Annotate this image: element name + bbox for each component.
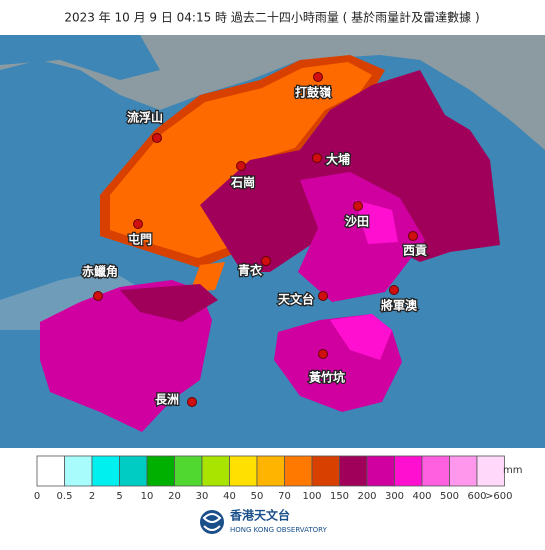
legend-label: 400 [412,491,431,502]
legend-swatch [311,455,340,487]
place-marker [133,219,143,229]
place-marker [389,285,399,295]
place-marker [261,256,271,266]
place-marker [353,201,363,211]
legend-swatch [339,455,368,487]
place-marker [236,161,246,171]
place-label: 天文台 [278,292,314,307]
map [0,35,545,448]
title: 2023 年 10 月 9 日 04:15 時 過去二十四小時雨量 ( 基於雨量… [64,10,479,25]
legend-swatch [91,455,120,487]
legend-label: 5 [116,491,122,502]
place-marker [152,133,162,143]
place-label: 赤鱲角 [82,264,118,279]
legend-swatch [229,455,258,487]
legend-label: 500 [440,491,459,502]
place-marker [187,397,197,407]
place-marker [93,291,103,301]
place-label: 大埔 [326,152,350,167]
place-label: 西貢 [403,244,427,258]
legend-label: 70 [278,491,291,502]
legend-label: 30 [196,491,209,502]
place-marker [312,153,322,163]
place-label: 石崗 [230,175,255,190]
legend-swatch [256,455,285,487]
legend-label: 0 [34,491,40,502]
logo-name: 香港天文台 [229,508,290,523]
place-label: 沙田 [345,215,369,229]
legend-label: 600 [467,491,486,502]
legend-unit: mm [503,465,522,476]
legend-label: 40 [223,491,236,502]
place-marker [318,291,328,301]
legend-label: 100 [302,491,321,502]
legend-swatch [366,455,395,487]
logo-name-en: HONG KONG OBSERVATORY [230,526,328,534]
place-label: 長洲 [155,392,179,407]
legend-swatch [119,455,148,487]
legend-label: 0.5 [57,491,73,502]
place-label: 青衣 [238,263,262,278]
legend-swatch [394,455,423,487]
legend-swatch [36,455,65,487]
logo: 香港天文台 HONG KONG OBSERVATORY [200,508,328,534]
place-label: 將軍澳 [381,298,418,313]
place-label: 流浮山 [127,110,163,125]
legend-swatch [284,455,313,487]
place-label: 打鼓嶺 [295,85,332,100]
legend-swatch [64,455,93,487]
legend: 0 0.5 2 5 10 20 30 40 50 70 100 150 200 300 400 500 600>… [34,455,512,502]
legend-swatch [421,455,450,487]
legend-label: 200 [357,491,376,502]
legend-label: 10 [141,491,154,502]
legend-swatch [146,455,175,487]
legend-label: 20 [168,491,181,502]
place-marker [313,72,323,82]
place-label: 屯門 [128,232,152,247]
place-label: 黃竹坑 [308,370,345,385]
place-marker [408,231,418,241]
legend-swatch [174,455,203,487]
legend-swatch [476,455,505,487]
legend-label: >600 [485,491,512,502]
legend-label: 150 [330,491,349,502]
legend-swatch [449,455,478,487]
legend-label: 2 [89,491,95,502]
legend-label: 50 [251,491,264,502]
legend-label: 300 [385,491,404,502]
place-marker [318,349,328,359]
legend-swatch [201,455,230,487]
